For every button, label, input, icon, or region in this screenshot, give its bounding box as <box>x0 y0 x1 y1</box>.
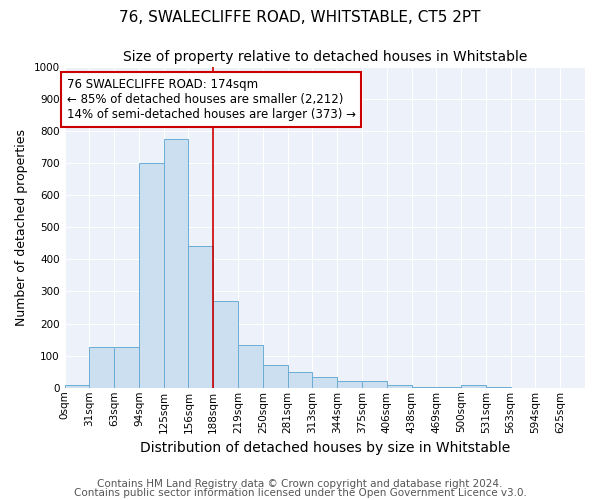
Bar <box>139 163 164 388</box>
Bar <box>89 346 114 388</box>
X-axis label: Distribution of detached houses by size in Whitstable: Distribution of detached houses by size … <box>140 441 510 455</box>
Bar <box>436 387 461 388</box>
Bar <box>287 372 313 388</box>
Bar <box>213 301 238 388</box>
Text: 76 SWALECLIFFE ROAD: 174sqm
← 85% of detached houses are smaller (2,212)
14% of : 76 SWALECLIFFE ROAD: 174sqm ← 85% of det… <box>67 78 356 121</box>
Bar <box>362 382 387 388</box>
Bar <box>188 246 213 388</box>
Bar <box>461 385 486 388</box>
Text: 76, SWALECLIFFE ROAD, WHITSTABLE, CT5 2PT: 76, SWALECLIFFE ROAD, WHITSTABLE, CT5 2P… <box>119 10 481 25</box>
Bar <box>65 385 89 388</box>
Bar <box>486 387 511 388</box>
Bar <box>412 387 436 388</box>
Bar <box>263 366 287 388</box>
Bar <box>164 139 188 388</box>
Bar <box>238 345 263 388</box>
Bar <box>114 346 139 388</box>
Title: Size of property relative to detached houses in Whitstable: Size of property relative to detached ho… <box>122 50 527 64</box>
Text: Contains public sector information licensed under the Open Government Licence v3: Contains public sector information licen… <box>74 488 526 498</box>
Bar <box>337 382 362 388</box>
Text: Contains HM Land Registry data © Crown copyright and database right 2024.: Contains HM Land Registry data © Crown c… <box>97 479 503 489</box>
Bar <box>387 385 412 388</box>
Y-axis label: Number of detached properties: Number of detached properties <box>15 128 28 326</box>
Bar <box>313 376 337 388</box>
